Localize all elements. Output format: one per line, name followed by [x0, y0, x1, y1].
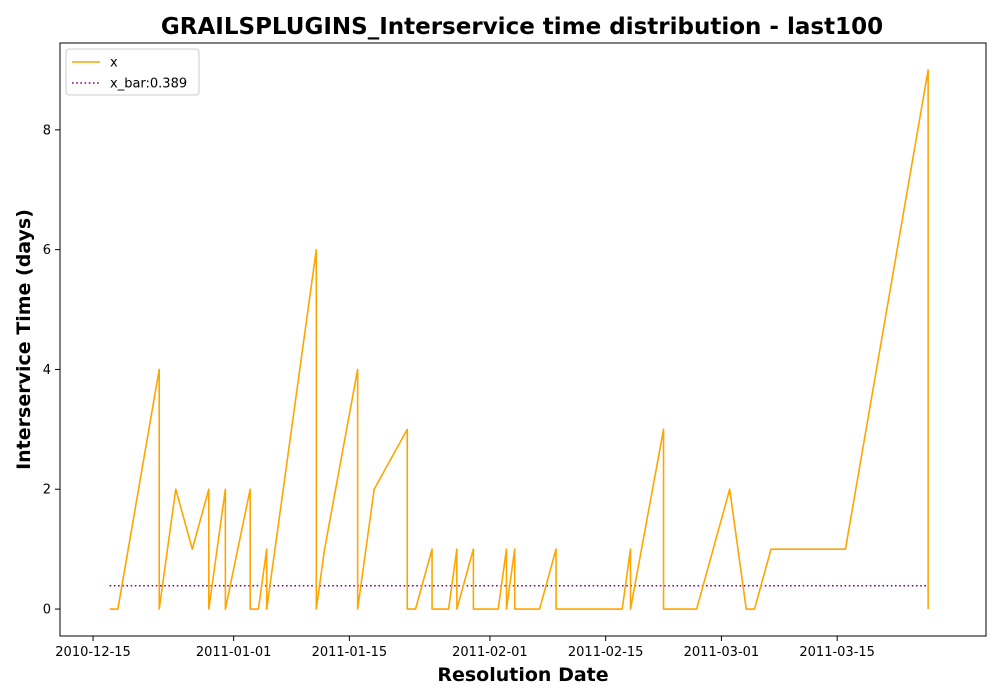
chart-title: GRAILSPLUGINS_Interservice time distribu…: [161, 14, 883, 40]
x-tick-label: 2011-03-01: [684, 645, 760, 660]
x-tick-label: 2011-03-15: [799, 645, 875, 660]
x-tick-label: 2011-02-15: [568, 645, 644, 660]
y-axis-label: Interservice Time (days): [13, 209, 35, 470]
y-tick-label: 4: [43, 363, 51, 378]
x-axis-label: Resolution Date: [437, 664, 608, 686]
legend: x x_bar:0.389: [65, 48, 200, 96]
x-tick-label: 2011-01-15: [312, 645, 388, 660]
y-tick-label: 6: [43, 243, 51, 258]
y-tick-label: 0: [43, 603, 51, 618]
x-tick-label: 2010-12-15: [55, 645, 131, 660]
plot-frame: [59, 42, 987, 637]
y-tick-label: 2: [43, 483, 51, 498]
legend-label: x_bar:0.389: [110, 77, 187, 92]
legend-label: x: [110, 56, 118, 71]
y-tick-label: 8: [43, 123, 51, 138]
x-tick-label: 2011-02-01: [452, 645, 528, 660]
x-tick-label: 2011-01-01: [196, 645, 272, 660]
legend-box: [65, 48, 200, 96]
series-x-line: [109, 69, 929, 610]
series-layer: [109, 69, 929, 610]
axis-ticks: 2010-12-15 2011-01-01 2011-01-15 2011-02-01…: [43, 123, 875, 660]
